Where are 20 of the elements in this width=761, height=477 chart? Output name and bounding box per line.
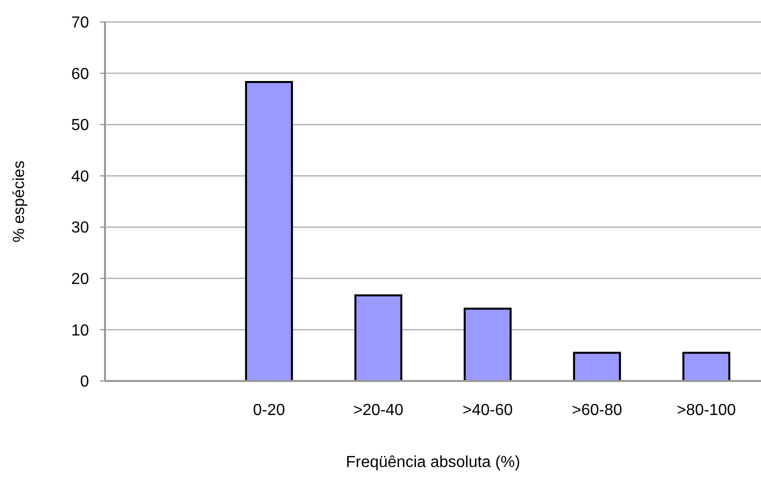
y-tick-label: 60 [71,66,90,83]
y-tick-label: 20 [71,271,90,288]
bar [245,81,293,382]
y-axis-title: % espécies [11,160,28,242]
x-tick-label: >20-40 [353,402,404,419]
y-tick-label: 50 [71,117,90,134]
y-tick-label: 70 [71,14,90,32]
bar [354,294,402,382]
y-tick-label: 0 [80,374,90,391]
x-tick-label: >60-80 [572,402,622,419]
bar [682,352,730,382]
x-axis-title: Freqüência absoluta (%) [346,454,520,471]
x-tick-label: >40-60 [462,402,513,419]
bar [573,352,621,382]
y-tick-label: 40 [71,168,90,186]
bar [464,308,512,382]
y-tick-label: 10 [71,322,90,340]
x-tick-label: >80-100 [676,402,736,419]
x-tick-label: 0-20 [252,402,286,419]
y-tick-label: 30 [71,220,90,237]
